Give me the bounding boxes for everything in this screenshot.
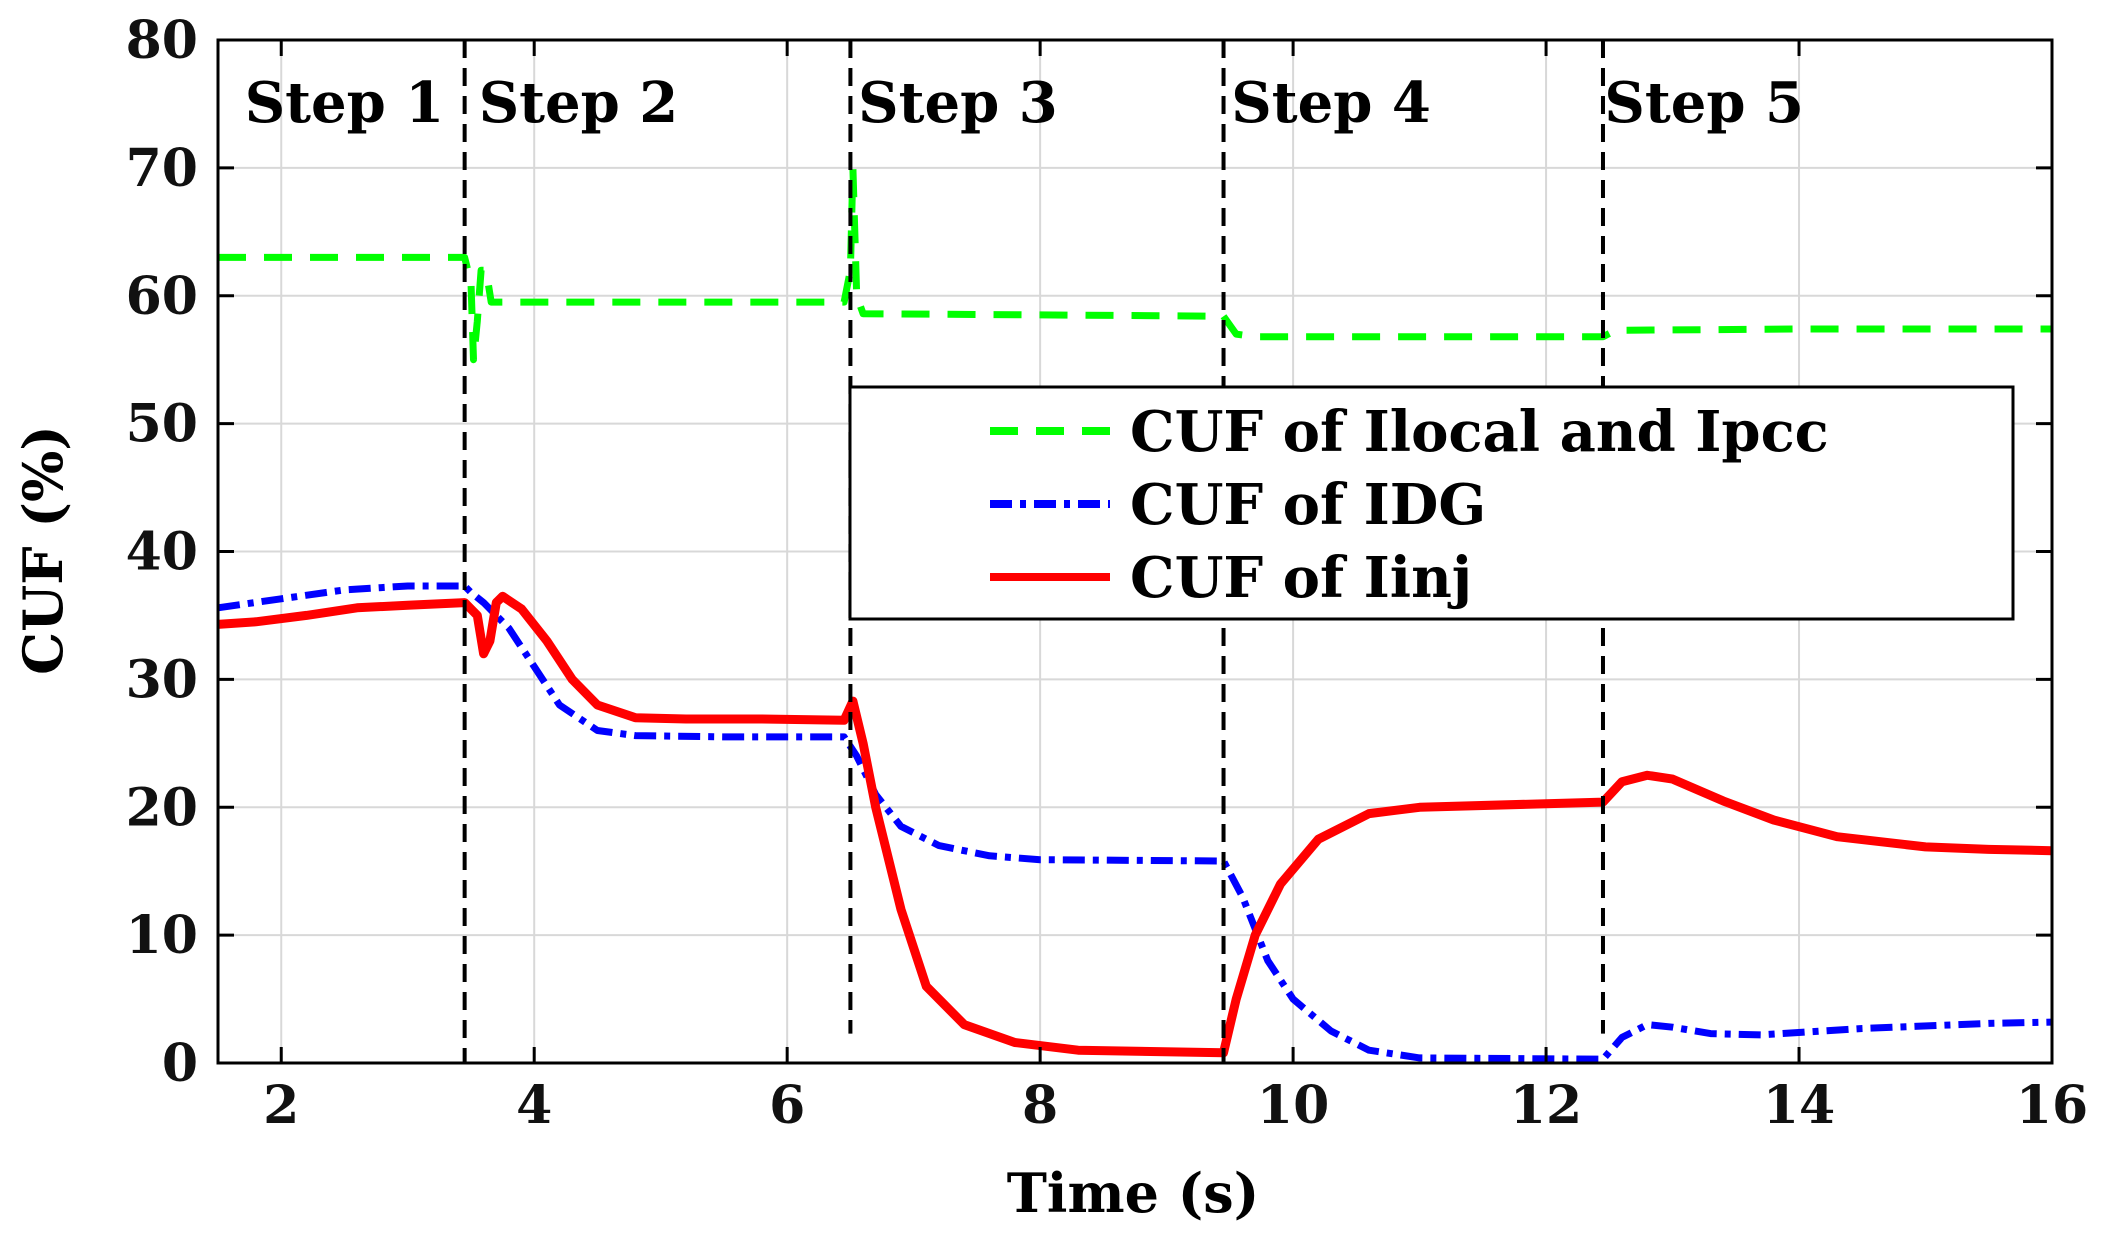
x-tick-label-10: 10 bbox=[1257, 1075, 1329, 1136]
step-labels: Step 1 Step 2 Step 3 Step 4 Step 5 bbox=[245, 70, 1804, 136]
step-label-3: Step 3 bbox=[858, 70, 1058, 136]
axis-ticks: 2 4 6 8 10 12 14 16 0 10 20 30 40 50 60 70 80 bbox=[126, 10, 2089, 1136]
y-tick-label-50: 50 bbox=[126, 394, 198, 455]
y-tick-label-30: 30 bbox=[126, 649, 198, 710]
y-tick-label-10: 10 bbox=[126, 905, 198, 966]
series-line-cuf-of-idg bbox=[217, 582, 2053, 1063]
y-tick-label-20: 20 bbox=[126, 777, 198, 838]
y-tick-label-0: 0 bbox=[162, 1033, 198, 1094]
legend-label-iinj: CUF of Iinj bbox=[1130, 545, 1472, 611]
x-tick-label-8: 8 bbox=[1022, 1075, 1058, 1136]
legend-label-idg: CUF of IDG bbox=[1130, 472, 1486, 538]
y-tick-label-40: 40 bbox=[126, 522, 198, 583]
y-tick-label-70: 70 bbox=[126, 138, 198, 199]
step-label-5: Step 5 bbox=[1604, 70, 1804, 136]
x-tick-label-6: 6 bbox=[769, 1075, 805, 1136]
y-tick-label-80: 80 bbox=[126, 10, 198, 71]
series-line-cuf-of-iinj bbox=[217, 591, 2053, 1058]
legend: CUF of Ilocal and Ipcc CUF of IDG CUF of… bbox=[848, 385, 2015, 621]
x-tick-label-16: 16 bbox=[2016, 1075, 2088, 1136]
y-tick-label-60: 60 bbox=[126, 266, 198, 327]
x-axis-title: Time (s) bbox=[1007, 1161, 1260, 1225]
step-label-4: Step 4 bbox=[1231, 70, 1431, 136]
x-tick-label-14: 14 bbox=[1763, 1075, 1835, 1136]
x-tick-label-12: 12 bbox=[1510, 1075, 1582, 1136]
step-label-2: Step 2 bbox=[479, 70, 679, 136]
x-tick-label-2: 2 bbox=[263, 1075, 299, 1136]
x-tick-label-4: 4 bbox=[516, 1075, 552, 1136]
step-label-1: Step 1 bbox=[245, 70, 445, 136]
y-axis-title: CUF (%) bbox=[11, 425, 75, 675]
legend-label-ilocal-ipcc: CUF of Ilocal and Ipcc bbox=[1130, 399, 1829, 465]
